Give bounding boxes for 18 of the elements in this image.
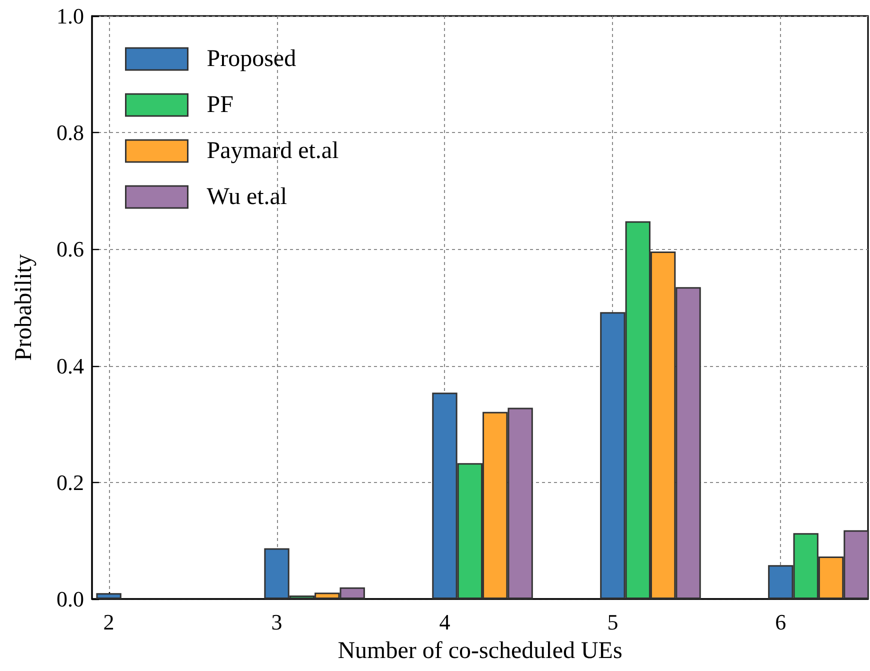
y-tick-label: 0.2 [56,470,84,495]
legend-label: PF [206,92,234,118]
y-axis-title: Probability [11,254,37,361]
x-tick-label: 2 [103,610,114,634]
x-tick-label: 6 [775,610,786,634]
y-tick-label: 0.4 [56,353,84,378]
y-tick-label: 1.0 [56,4,84,28]
y-tick-label: 0.8 [56,120,84,146]
y-tick-label: 0.0 [56,586,84,612]
x-axis-title: Number of co-scheduled UEs [338,638,622,664]
y-tick-label: 0.6 [56,236,84,262]
legend-label: Paymard et.al [206,138,340,164]
x-tick-label: 4 [439,610,450,634]
bar [96,593,122,599]
x-tick-label: 5 [607,610,618,634]
x-tick-label: 3 [271,610,282,634]
legend-label: Wu et.al [206,184,288,210]
legend-label: Proposed [206,46,296,72]
